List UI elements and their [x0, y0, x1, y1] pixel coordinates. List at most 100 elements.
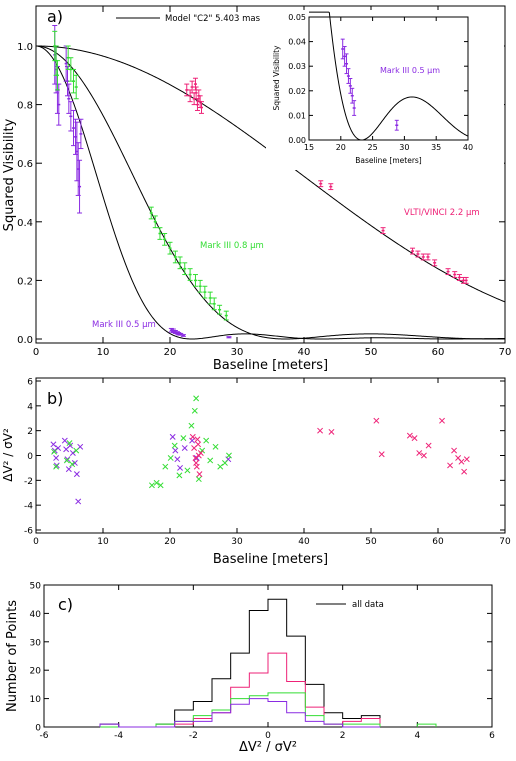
x-axis-title: ΔV² / σV²	[239, 740, 297, 755]
series-vlti-vinci-2-2-m-marker	[193, 459, 200, 466]
panel-b-xtick-label: 20	[164, 537, 176, 547]
series-mark-iii-0-8-m-marker	[157, 482, 164, 489]
series-mark-iii-0-5-m-marker	[75, 498, 82, 505]
series-vlti-vinci-2-2-m-marker	[189, 433, 196, 440]
panel-label: b)	[47, 389, 63, 408]
series-mark-iii-0-8-m-marker	[203, 437, 210, 444]
series-vlti-vinci-2-2-m-marker	[411, 435, 418, 442]
panel-c: -6 -4 -2 0 2 4 6 0 10 20 30 40 50 all data c) ΔV² / σV²…	[5, 582, 495, 756]
inset-ytick-label: 0.03	[288, 62, 306, 71]
series-mark-iii-0-5-m-marker	[169, 433, 176, 440]
histogram-black	[99, 598, 381, 728]
series-mark-iii-0-8-m-marker	[73, 447, 80, 454]
panel-a-xtick-label: 30	[231, 347, 244, 358]
inset-x-axis-title: Baseline [meters]	[355, 156, 422, 165]
panel-c-xtick-label: 0	[265, 731, 271, 741]
series-mark-iii-0-8-m-marker	[212, 443, 219, 450]
series-vlti-vinci-2-2-m-marker	[447, 462, 454, 469]
series-mark-iii-0-8-m-marker	[221, 459, 228, 466]
panel-a: 0 10 20 30 40 50 60 70 0.0 0.2 0.4 0.6 0.8 1.0 Model "…	[2, 5, 512, 373]
panel-b-ytick-label: 4	[27, 402, 33, 412]
panel-a-frame	[35, 5, 506, 344]
panel-b-ytick-label: 2	[27, 427, 33, 437]
panel-c-ytick-label: 50	[30, 582, 42, 592]
inset-ytick-label: 0.02	[288, 87, 306, 96]
series-vlti-vinci-2-2-m-marker	[439, 417, 445, 424]
inset-xtick-label: 25	[368, 143, 378, 152]
series-mark-iii-0-8-m-marker	[195, 476, 202, 483]
series-vlti-vinci-2-2-m-marker	[455, 455, 462, 461]
legend-label: all data	[352, 600, 384, 610]
series-vlti-vinci-2-2-m-marker	[192, 455, 199, 461]
panel-b-ytick-label: 0	[27, 452, 33, 462]
series-mark-iii-0-8-m-marker	[51, 448, 58, 455]
series-mark-iii-0-8-m-marker	[207, 457, 214, 464]
series-mark-iii-0-8-m-marker	[63, 457, 70, 464]
histogram-violet	[99, 698, 380, 728]
series-mark-iii-0-8-m-marker	[217, 463, 224, 470]
series-vlti-vinci-2-2-m-marker	[458, 458, 465, 465]
series-mark-iii-0-5-m-marker	[177, 464, 184, 471]
panel-c-ytick-label: 30	[30, 638, 42, 648]
panel-c-xtick-label: 6	[489, 731, 495, 741]
series-mark-iii-0-5-m-marker	[53, 455, 60, 461]
panel-a-ytick-label: 0.8	[17, 101, 33, 112]
histogram-green	[100, 692, 381, 728]
inset-xtick-label: 15	[304, 143, 314, 152]
histogram-green-extra-bin	[416, 723, 437, 727]
series-vlti-vinci-2-2-m-marker	[317, 427, 324, 434]
panel-b-ytick-label: -2	[24, 477, 33, 487]
histogram-magenta	[100, 652, 381, 728]
panel-a-xtick-label: 70	[499, 347, 512, 358]
series-mark-iii-0-8-m-marker	[153, 479, 160, 486]
inset-xtick-label: 40	[463, 143, 473, 152]
series-mark-iii-0-5-m-marker	[50, 441, 57, 448]
inset-ytick-label: 0.04	[288, 38, 306, 47]
series-mark-iii-0-5-m-marker	[172, 447, 179, 454]
series-vlti-vinci-2-2-m-marker	[406, 432, 413, 439]
series-mark-iii-0-5-m-marker	[73, 471, 80, 478]
panel-c-xtick-label: -4	[114, 731, 123, 741]
series-mark-iii-0-8-m-marker	[188, 422, 195, 429]
y-axis-title: ΔV² / σV²	[1, 428, 15, 482]
series-vlti-vinci-2-2-m-marker	[328, 428, 335, 435]
series-mark-iii-0-8-m-marker	[193, 395, 200, 402]
series-mark-iii-0-8-m-marker	[176, 472, 183, 479]
inset-ytick-label: 0.00	[288, 136, 306, 145]
series-vlti-vinci-2-2-m-marker	[195, 452, 202, 459]
x-axis-title: Baseline [meters]	[213, 358, 328, 373]
y-axis-title: Squared Visibility	[2, 118, 17, 231]
panel-b: 0 10 20 30 40 50 60 70 -6 -4 -2 0 2 4 6 b) Baseline [met…	[1, 377, 511, 567]
inset-xtick-label: 20	[336, 143, 346, 152]
series-vlti-vinci-2-2-m-marker	[378, 451, 385, 458]
inset-model-curve	[309, 11, 469, 141]
panel-a-ytick-label: 1.0	[17, 42, 33, 53]
panel-b-frame	[35, 377, 506, 534]
series-mark-iii-0-8-m-marker	[171, 442, 178, 449]
panel-c-ytick-label: 40	[30, 610, 42, 620]
series-mark-iii-0-8-m-marker	[191, 407, 198, 414]
series-vlti-vinci-2-2-m-marker	[196, 471, 203, 478]
panel-a-xtick-label: 50	[365, 347, 378, 358]
panel-b-xtick-label: 0	[33, 537, 39, 547]
legend: Model "C2" 5.403 mas	[116, 14, 261, 24]
panel-a-xtick-label: 40	[298, 347, 311, 358]
series-vlti-vinci-2-2-m-marker	[463, 456, 470, 463]
panel-a-xtick-label: 0	[33, 347, 39, 358]
annotation-mark3-05: Mark III 0.5 μm	[92, 320, 156, 330]
panel-label: a)	[47, 7, 63, 26]
panel-label: c)	[58, 595, 73, 614]
panel-c-ytick-label: 10	[30, 695, 42, 705]
inset-xtick-label: 35	[431, 143, 441, 152]
panel-c-ytick-label: 0	[35, 724, 41, 734]
panel-b-ytick-label: -6	[24, 527, 33, 537]
series-mark-iii-0-5-m-marker	[67, 442, 74, 449]
panel-a-xtick-label: 20	[164, 347, 177, 358]
model-curve	[35, 45, 505, 340]
annotation-vinci: VLTI/VINCI 2.2 μm	[404, 208, 480, 218]
series-mark-iii-0-8-m-marker	[53, 463, 60, 470]
panel-a-ytick-label: 0.0	[17, 335, 33, 346]
series-vlti-vinci-2-2-m-marker	[416, 450, 423, 456]
series-vlti-vinci-2-2-m-marker	[461, 468, 468, 475]
